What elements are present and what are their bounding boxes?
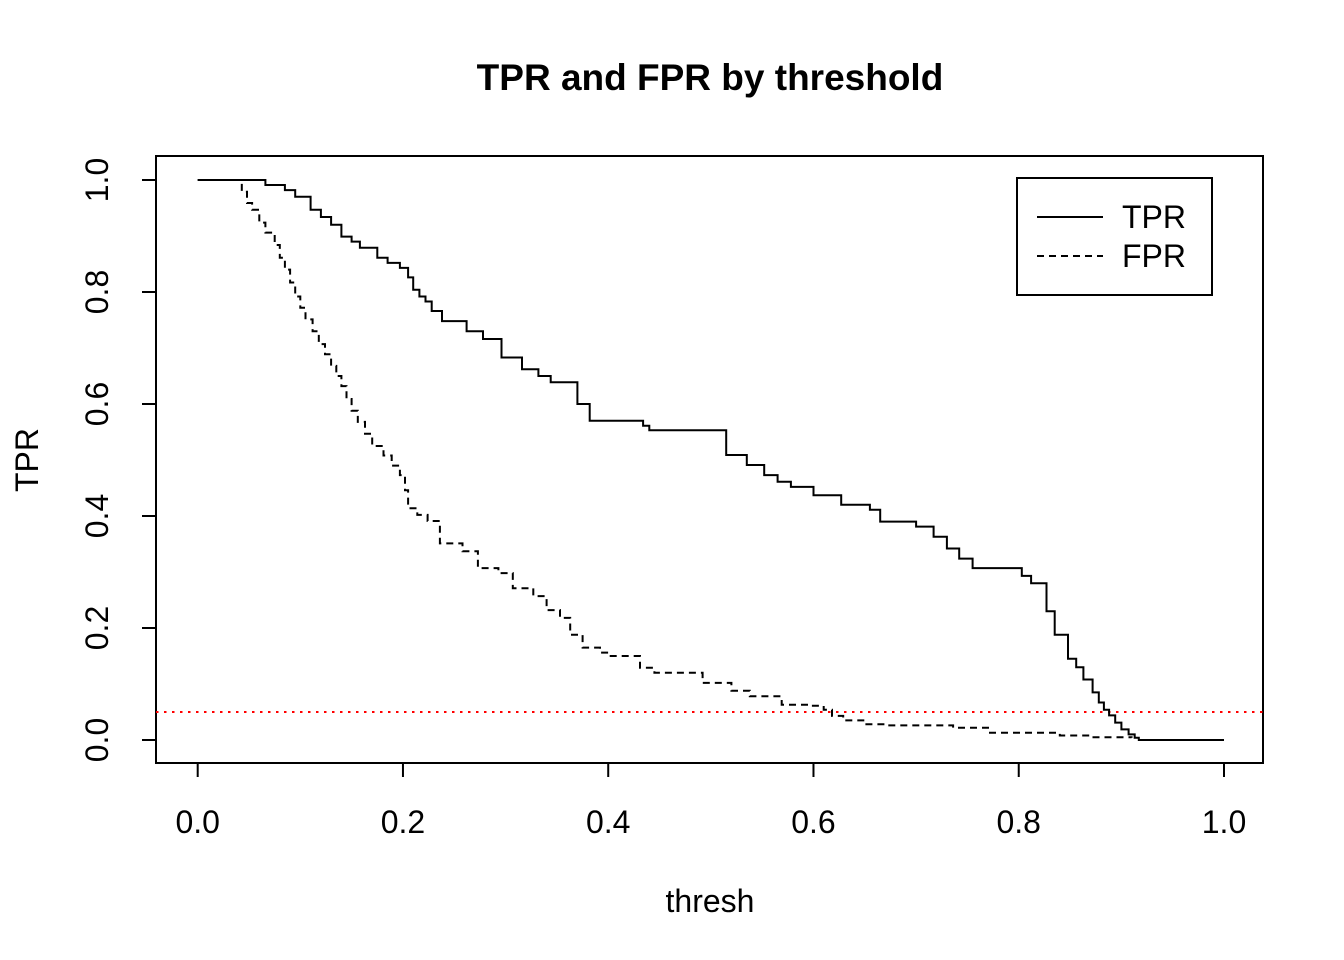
y-tick-label: 1.0 bbox=[79, 158, 115, 202]
y-axis-title: TPR bbox=[9, 428, 45, 492]
x-tick-label: 0.4 bbox=[586, 804, 630, 840]
x-tick-label: 0.6 bbox=[791, 804, 835, 840]
fpr-curve bbox=[197, 179, 1133, 739]
x-tick-label: 1.0 bbox=[1202, 804, 1246, 840]
x-tick-label: 0.0 bbox=[175, 804, 219, 840]
plot-box bbox=[155, 155, 1264, 764]
series-group bbox=[197, 179, 1224, 741]
legend: TPR FPR bbox=[1016, 177, 1213, 296]
tpr-curve bbox=[197, 179, 1224, 741]
legend-label-fpr: FPR bbox=[1122, 238, 1186, 274]
y-tick-label: 0.2 bbox=[79, 606, 115, 650]
y-axis: 0.0 0.2 0.4 0.6 0.8 1.0 bbox=[79, 158, 156, 762]
x-tick-label: 0.8 bbox=[996, 804, 1040, 840]
x-axis: 0.0 0.2 0.4 0.6 0.8 1.0 bbox=[175, 763, 1246, 840]
x-tick-label: 0.2 bbox=[381, 804, 425, 840]
y-tick-label: 0.8 bbox=[79, 270, 115, 314]
y-tick-label: 0.0 bbox=[79, 718, 115, 762]
x-axis-title: thresh bbox=[666, 883, 755, 919]
y-tick-label: 0.6 bbox=[79, 382, 115, 426]
legend-box bbox=[1016, 177, 1213, 296]
legend-label-tpr: TPR bbox=[1122, 199, 1186, 235]
y-tick-label: 0.4 bbox=[79, 494, 115, 538]
chart-title: TPR and FPR by threshold bbox=[477, 57, 944, 98]
